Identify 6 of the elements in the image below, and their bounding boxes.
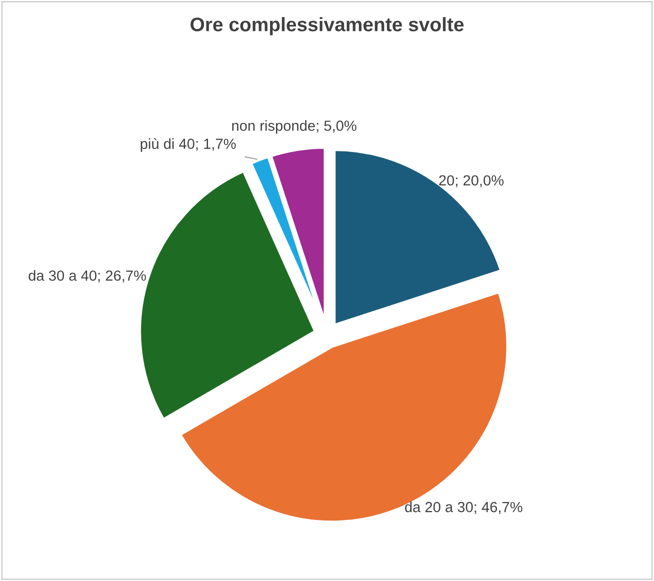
slice-label: più di 40; 1,7% [140,138,236,152]
chart-title: Ore complessivamente svolte [190,17,464,36]
slice-label: da 30 a 40; 26,7% [28,270,146,283]
slice-label: non risponde; 5,0% [232,120,356,134]
slice-label: da 20 a 30; 46,7% [405,502,522,514]
slice-label: 20; 20,0% [439,175,504,188]
